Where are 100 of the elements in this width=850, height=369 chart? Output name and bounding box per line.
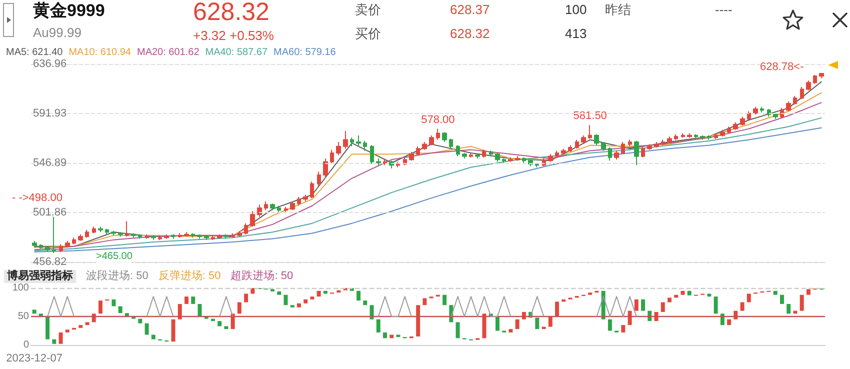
candlestick bbox=[568, 144, 572, 152]
annotation: >465.00 bbox=[96, 251, 132, 263]
y-tick-label: 100 bbox=[12, 282, 30, 294]
text: MA20: 601.62 bbox=[136, 47, 200, 59]
candlestick bbox=[211, 234, 215, 240]
candlestick bbox=[429, 134, 434, 146]
candlestick bbox=[469, 152, 473, 158]
candlestick bbox=[396, 161, 400, 168]
text: MA40: 587.67 bbox=[205, 47, 268, 59]
bar bbox=[78, 325, 83, 328]
y-tick-label: 591.93 bbox=[33, 107, 67, 120]
candlestick bbox=[601, 141, 606, 152]
bar bbox=[224, 326, 228, 330]
bar bbox=[118, 306, 122, 314]
x-tick-label: 2023-12-07 bbox=[6, 352, 62, 364]
candlestick bbox=[303, 194, 308, 202]
text: 413 bbox=[565, 26, 587, 42]
candlestick bbox=[383, 158, 387, 166]
candlestick bbox=[197, 234, 202, 240]
candlestick bbox=[356, 134, 361, 147]
candlestick bbox=[800, 86, 804, 100]
candlestick bbox=[363, 140, 367, 152]
text: 628.37 bbox=[450, 2, 490, 18]
y-tick-label: 456.82 bbox=[33, 256, 67, 268]
candlestick bbox=[416, 146, 420, 156]
candlestick bbox=[681, 132, 685, 138]
candlestick bbox=[561, 148, 566, 155]
text: +3.32 +0.53% bbox=[193, 28, 274, 44]
bar bbox=[277, 291, 282, 295]
candlestick bbox=[687, 132, 692, 138]
y-tick-label: 636.96 bbox=[33, 58, 67, 70]
candlestick bbox=[588, 124, 592, 140]
bar bbox=[184, 296, 188, 304]
bar bbox=[668, 298, 672, 302]
y-tick-label: 501.86 bbox=[33, 206, 67, 218]
bar bbox=[316, 290, 321, 297]
candlestick bbox=[495, 152, 500, 162]
bar bbox=[806, 289, 810, 295]
candlestick bbox=[614, 150, 619, 160]
bar bbox=[112, 299, 116, 306]
candlestick bbox=[760, 106, 764, 113]
candlestick bbox=[456, 144, 460, 157]
y-tick-label: 0 bbox=[23, 340, 30, 350]
text: MA60: 579.16 bbox=[274, 47, 336, 59]
candlestick bbox=[350, 137, 354, 147]
candlestick bbox=[555, 150, 559, 158]
bar bbox=[138, 318, 142, 324]
candlestick bbox=[608, 146, 612, 162]
candlestick bbox=[674, 134, 678, 140]
candlestick bbox=[78, 234, 83, 242]
candlestick bbox=[502, 158, 506, 164]
bar bbox=[98, 300, 102, 314]
candlestick bbox=[72, 237, 76, 245]
candlestick bbox=[740, 116, 745, 126]
candlestick bbox=[231, 232, 235, 238]
text: 卖价 bbox=[355, 2, 381, 18]
candlestick bbox=[158, 234, 162, 240]
candlestick bbox=[489, 150, 493, 157]
candlestick bbox=[793, 95, 797, 106]
bar bbox=[144, 323, 149, 335]
candlestick bbox=[145, 234, 149, 240]
candlestick bbox=[628, 139, 632, 147]
candlestick bbox=[482, 149, 486, 158]
text: 628.32 bbox=[450, 26, 490, 42]
candlestick bbox=[250, 210, 255, 228]
candlestick bbox=[806, 80, 811, 91]
bar bbox=[65, 330, 70, 332]
candlestick bbox=[449, 138, 453, 150]
candlestick bbox=[753, 106, 758, 116]
candlestick bbox=[813, 74, 817, 84]
candlestick bbox=[634, 140, 639, 166]
candlestick bbox=[277, 205, 281, 213]
candlestick bbox=[515, 156, 520, 162]
candlestick bbox=[594, 134, 599, 146]
bar bbox=[773, 290, 778, 295]
y-tick-label: 546.89 bbox=[33, 157, 67, 169]
candlestick bbox=[647, 144, 652, 150]
bar bbox=[746, 294, 751, 302]
chart-title: 黄金9999 bbox=[33, 1, 105, 22]
candlestick bbox=[542, 158, 546, 167]
candlestick bbox=[204, 234, 209, 240]
bar bbox=[191, 296, 196, 304]
text: 超跌进场: 50 bbox=[230, 270, 294, 284]
candlestick bbox=[661, 139, 665, 146]
candlestick bbox=[786, 100, 791, 112]
bar bbox=[707, 294, 712, 297]
bar bbox=[296, 303, 301, 308]
candlestick bbox=[720, 129, 725, 137]
candlestick bbox=[164, 234, 169, 240]
text: 628.32 bbox=[193, 0, 270, 27]
candlestick bbox=[694, 134, 698, 140]
bar bbox=[442, 294, 447, 306]
candlestick bbox=[370, 144, 374, 164]
candlestick bbox=[270, 203, 275, 211]
candlestick bbox=[284, 206, 288, 213]
bar bbox=[535, 318, 540, 330]
chart-title: 博易强弱指标 bbox=[4, 270, 76, 284]
text: ---- bbox=[715, 2, 732, 18]
candlestick bbox=[237, 230, 242, 238]
candlestick bbox=[118, 232, 123, 238]
